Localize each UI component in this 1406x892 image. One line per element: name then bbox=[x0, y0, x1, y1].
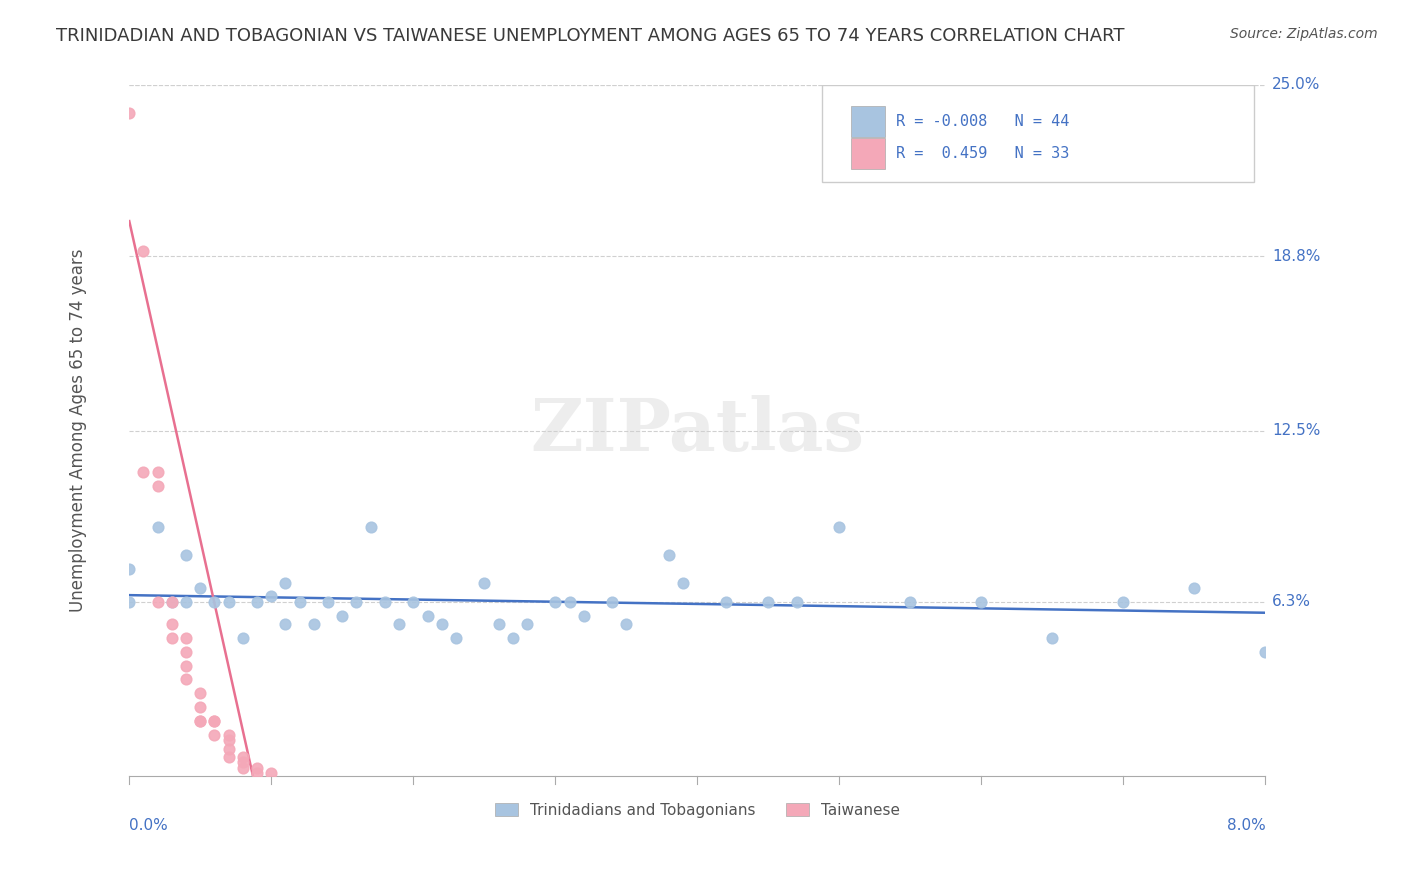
Point bbox=[160, 595, 183, 609]
Point bbox=[1254, 645, 1277, 659]
Point bbox=[204, 595, 226, 609]
Point bbox=[756, 595, 779, 609]
Point bbox=[160, 595, 183, 609]
Text: 12.5%: 12.5% bbox=[1272, 423, 1320, 438]
Point bbox=[132, 244, 155, 258]
Point bbox=[614, 617, 637, 632]
Point bbox=[374, 595, 396, 609]
Point bbox=[502, 631, 524, 645]
Point bbox=[174, 595, 197, 609]
Point bbox=[488, 617, 510, 632]
Point bbox=[302, 617, 325, 632]
Point bbox=[118, 22, 141, 37]
Point bbox=[188, 700, 211, 714]
Point bbox=[786, 595, 808, 609]
Point bbox=[572, 608, 595, 623]
Point bbox=[232, 761, 254, 775]
FancyBboxPatch shape bbox=[851, 138, 884, 169]
Point bbox=[274, 617, 297, 632]
Point bbox=[260, 766, 283, 780]
Point bbox=[360, 520, 382, 534]
Text: 0.0%: 0.0% bbox=[129, 818, 169, 832]
Point bbox=[118, 595, 141, 609]
Text: 18.8%: 18.8% bbox=[1272, 249, 1320, 264]
Point bbox=[204, 728, 226, 742]
Point bbox=[188, 714, 211, 728]
Point bbox=[516, 617, 538, 632]
Point bbox=[218, 733, 240, 747]
Point bbox=[118, 105, 141, 120]
Point bbox=[274, 575, 297, 590]
Point bbox=[132, 465, 155, 479]
Point bbox=[970, 595, 993, 609]
Point bbox=[658, 548, 681, 562]
FancyBboxPatch shape bbox=[851, 105, 884, 136]
Point bbox=[898, 595, 921, 609]
Point bbox=[1040, 631, 1063, 645]
Text: Source: ZipAtlas.com: Source: ZipAtlas.com bbox=[1230, 27, 1378, 41]
Point bbox=[714, 595, 737, 609]
FancyBboxPatch shape bbox=[823, 85, 1254, 182]
Text: R = -0.008   N = 44: R = -0.008 N = 44 bbox=[896, 114, 1070, 128]
Point bbox=[402, 595, 425, 609]
Point bbox=[246, 595, 269, 609]
Point bbox=[188, 581, 211, 595]
Point bbox=[246, 766, 269, 780]
Point bbox=[260, 590, 283, 604]
Point bbox=[672, 575, 695, 590]
Point bbox=[146, 520, 169, 534]
Point bbox=[246, 761, 269, 775]
Text: 8.0%: 8.0% bbox=[1226, 818, 1265, 832]
Point bbox=[160, 631, 183, 645]
Text: 25.0%: 25.0% bbox=[1272, 78, 1320, 93]
Text: Unemployment Among Ages 65 to 74 years: Unemployment Among Ages 65 to 74 years bbox=[69, 249, 87, 612]
Point bbox=[232, 749, 254, 764]
Point bbox=[174, 548, 197, 562]
Legend: Trinidadians and Tobagonians, Taiwanese: Trinidadians and Tobagonians, Taiwanese bbox=[488, 797, 905, 824]
Point bbox=[388, 617, 411, 632]
Text: 6.3%: 6.3% bbox=[1272, 594, 1312, 609]
Point bbox=[444, 631, 467, 645]
Point bbox=[218, 728, 240, 742]
Point bbox=[174, 673, 197, 687]
Point bbox=[472, 575, 495, 590]
Point bbox=[346, 595, 368, 609]
Point bbox=[330, 608, 353, 623]
Point bbox=[316, 595, 339, 609]
Point bbox=[188, 714, 211, 728]
Point bbox=[174, 658, 197, 673]
Point bbox=[430, 617, 453, 632]
Point bbox=[204, 714, 226, 728]
Point bbox=[600, 595, 623, 609]
Point bbox=[160, 617, 183, 632]
Point bbox=[232, 756, 254, 770]
Point bbox=[118, 562, 141, 576]
Point bbox=[218, 741, 240, 756]
Point bbox=[232, 631, 254, 645]
Point bbox=[174, 645, 197, 659]
Point bbox=[1182, 581, 1205, 595]
Point bbox=[416, 608, 439, 623]
Point bbox=[218, 749, 240, 764]
Text: ZIPatlas: ZIPatlas bbox=[530, 395, 865, 466]
Point bbox=[188, 686, 211, 700]
Point bbox=[146, 465, 169, 479]
Point bbox=[1112, 595, 1135, 609]
Point bbox=[218, 595, 240, 609]
Point bbox=[544, 595, 567, 609]
Text: TRINIDADIAN AND TOBAGONIAN VS TAIWANESE UNEMPLOYMENT AMONG AGES 65 TO 74 YEARS C: TRINIDADIAN AND TOBAGONIAN VS TAIWANESE … bbox=[56, 27, 1125, 45]
Text: R =  0.459   N = 33: R = 0.459 N = 33 bbox=[896, 146, 1070, 161]
Point bbox=[146, 479, 169, 493]
Point bbox=[204, 714, 226, 728]
Point bbox=[558, 595, 581, 609]
Point bbox=[174, 631, 197, 645]
Point bbox=[146, 595, 169, 609]
Point bbox=[828, 520, 851, 534]
Point bbox=[288, 595, 311, 609]
